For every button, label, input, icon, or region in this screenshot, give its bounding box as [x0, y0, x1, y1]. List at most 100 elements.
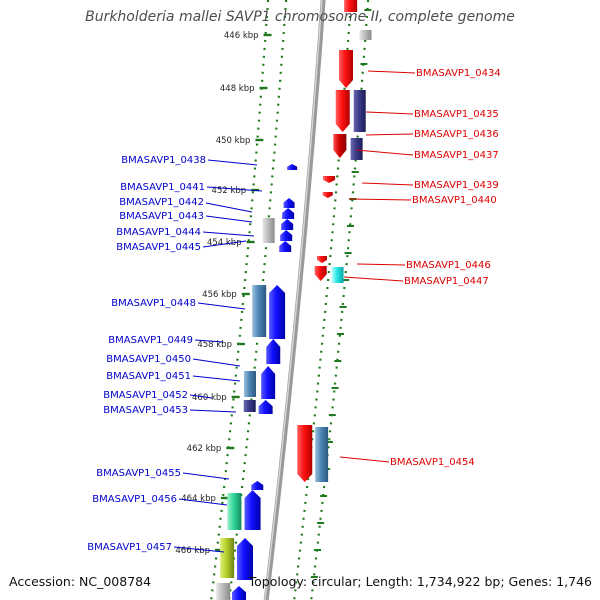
label-connector	[206, 186, 263, 192]
tick-label: 452 kbp	[212, 186, 247, 196]
gene-label: BMASAVP1_0455	[96, 468, 181, 479]
gene-feature	[227, 493, 242, 530]
accession-text: Accession: NC_008784	[9, 574, 152, 589]
backbone-highlight	[264, 0, 323, 600]
tick-label: 446 kbp	[224, 31, 259, 41]
tick-label: 466 kbp	[175, 546, 210, 556]
gene-feature	[262, 218, 275, 243]
label-connector	[189, 394, 213, 399]
gene-feature	[220, 538, 235, 578]
gene-label: BMASAVP1_0450	[106, 354, 191, 365]
gene-feature	[297, 425, 313, 482]
label-connector	[202, 240, 247, 248]
gene-feature	[243, 400, 256, 412]
label-connector	[194, 339, 224, 343]
tick-label: 458 kbp	[197, 340, 232, 350]
gene-feature	[350, 138, 363, 160]
gene-label: BMASAVP1_0449	[108, 335, 193, 346]
gene-feature	[314, 266, 327, 281]
gene-label: BMASAVP1_0444	[116, 227, 201, 238]
gene-feature	[258, 400, 273, 414]
label-connector	[173, 546, 225, 553]
gene-label: BMASAVP1_0439	[414, 180, 499, 191]
gene-feature	[333, 134, 347, 158]
gene-label: BMASAVP1_0447	[404, 276, 489, 287]
gene-feature	[338, 50, 353, 88]
gene-label: BMASAVP1_0454	[390, 457, 475, 468]
label-connector	[189, 409, 237, 413]
label-connector	[348, 198, 412, 201]
label-connector	[192, 375, 241, 382]
gene-label: BMASAVP1_0434	[416, 68, 501, 79]
gene-label: BMASAVP1_0451	[106, 371, 191, 382]
backbone	[263, 0, 326, 600]
gene-label: BMASAVP1_0453	[103, 405, 188, 416]
gene-label: BMASAVP1_0456	[92, 494, 177, 505]
label-connector	[339, 456, 390, 463]
tick-label: 448 kbp	[220, 84, 255, 94]
gene-feature	[359, 30, 372, 40]
label-connector	[205, 215, 253, 223]
gene-feature	[315, 427, 329, 482]
gene-feature	[280, 230, 293, 241]
gene-feature	[344, 0, 358, 12]
backbone-line	[263, 0, 326, 600]
tick-label: 464 kbp	[181, 494, 216, 504]
label-connector	[356, 263, 406, 266]
tick-label: 462 kbp	[187, 444, 222, 454]
gene-feature	[216, 583, 231, 600]
gene-feature	[232, 586, 247, 600]
gene-label: BMASAVP1_0435	[414, 109, 499, 120]
gene-feature	[335, 90, 350, 132]
tick-label: 456 kbp	[202, 290, 237, 300]
tick-label: 450 kbp	[216, 136, 251, 146]
gene-label: BMASAVP1_0438	[121, 155, 206, 166]
gene-feature	[323, 176, 336, 183]
gene-feature	[279, 241, 292, 252]
gene-label: BMASAVP1_0442	[119, 197, 204, 208]
gene-feature	[283, 198, 295, 208]
genome-summary: Topology: circular; Length: 1,734,922 bp…	[248, 574, 592, 589]
gene-feature	[281, 219, 294, 230]
gene-feature	[282, 208, 295, 219]
gene-feature	[244, 490, 261, 530]
tick-label: 454 kbp	[207, 238, 242, 248]
label-connector	[197, 302, 246, 310]
label-connector	[178, 498, 228, 506]
label-connector	[192, 358, 241, 367]
gene-label: BMASAVP1_0445	[116, 242, 201, 253]
gene-label: BMASAVP1_0440	[412, 195, 497, 206]
gene-label: BMASAVP1_0446	[406, 260, 491, 271]
map-title: Burkholderia mallei SAVP1 chromosome II,…	[85, 9, 515, 25]
label-connector	[202, 231, 255, 237]
gene-label: BMASAVP1_0452	[103, 390, 188, 401]
label-connector	[365, 111, 414, 115]
label-connector	[343, 276, 404, 282]
label-connector	[355, 149, 414, 156]
gene-feature	[236, 538, 253, 580]
gene-label: BMASAVP1_0436	[414, 129, 499, 140]
gene-label: BMASAVP1_0448	[111, 298, 196, 309]
gene-feature	[252, 285, 267, 337]
label-connector	[205, 202, 253, 213]
gene-feature	[317, 256, 328, 263]
gene-feature	[322, 192, 333, 198]
gene-feature	[251, 481, 264, 490]
gene-feature	[331, 267, 344, 283]
gene-label: BMASAVP1_0443	[119, 211, 204, 222]
gene-feature	[261, 366, 276, 399]
gene-feature	[353, 90, 366, 132]
label-connector	[365, 133, 414, 136]
gene-label: BMASAVP1_0457	[87, 542, 172, 553]
gene-feature	[269, 285, 286, 339]
gene-labels: BMASAVP1_0434 BMASAVP1_0435 BMASAVP1_0436 B…	[87, 68, 501, 553]
gene-label: BMASAVP1_0441	[120, 182, 205, 193]
gene-features	[216, 0, 372, 600]
label-connector	[367, 70, 416, 74]
gene-label: BMASAVP1_0437	[414, 150, 499, 161]
gene-feature	[287, 164, 298, 170]
label-connector	[361, 182, 414, 186]
gene-feature	[266, 339, 281, 364]
label-connector	[207, 159, 258, 166]
